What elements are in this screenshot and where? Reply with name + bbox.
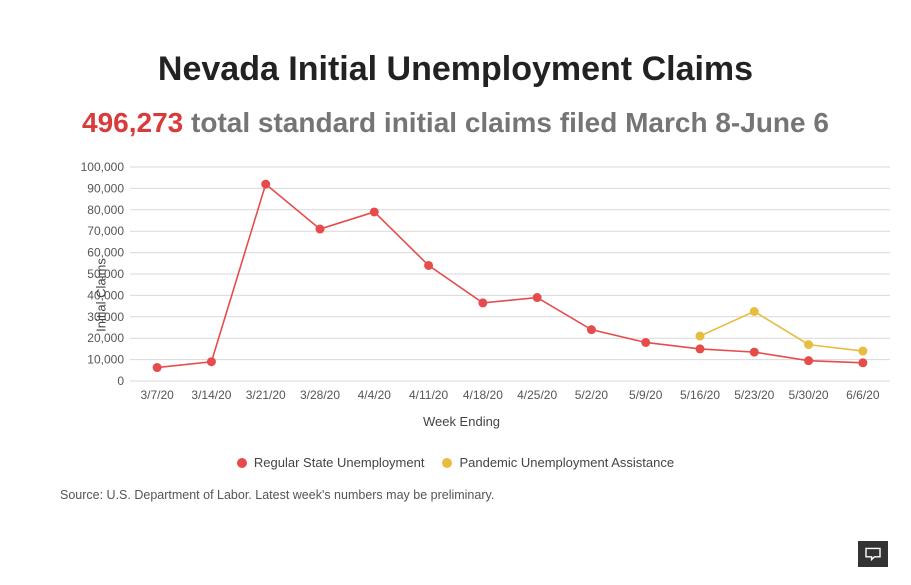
data-point[interactable] — [153, 363, 162, 372]
subtitle-number: 496,273 — [82, 107, 183, 138]
data-point[interactable] — [587, 325, 596, 334]
x-tick-label: 3/21/20 — [246, 388, 286, 402]
y-tick-label: 0 — [117, 374, 124, 388]
data-point[interactable] — [804, 356, 813, 365]
data-point[interactable] — [533, 293, 542, 302]
y-tick-label: 90,000 — [87, 181, 124, 195]
x-tick-label: 4/4/20 — [358, 388, 392, 402]
embed-button[interactable] — [858, 541, 888, 567]
x-tick-label: 5/30/20 — [789, 388, 829, 402]
data-point[interactable] — [696, 344, 705, 353]
y-tick-label: 100,000 — [81, 161, 125, 174]
legend: Regular State Unemployment Pandemic Unem… — [60, 455, 851, 470]
legend-dot-icon — [237, 458, 247, 468]
data-point[interactable] — [858, 358, 867, 367]
x-tick-label: 4/11/20 — [409, 388, 448, 402]
data-point[interactable] — [207, 357, 216, 366]
x-tick-label: 5/23/20 — [734, 388, 774, 402]
data-point[interactable] — [750, 348, 759, 357]
y-tick-label: 20,000 — [87, 331, 124, 345]
legend-label: Pandemic Unemployment Assistance — [459, 455, 674, 470]
line-chart: 010,00020,00030,00040,00050,00060,00070,… — [72, 161, 894, 403]
y-tick-label: 80,000 — [87, 203, 124, 217]
legend-item-regular: Regular State Unemployment — [237, 455, 425, 470]
series-line — [700, 311, 863, 351]
data-point[interactable] — [804, 340, 813, 349]
y-tick-label: 10,000 — [87, 353, 124, 367]
x-tick-label: 3/7/20 — [140, 388, 174, 402]
chart-container: Nevada Initial Unemployment Claims 496,2… — [0, 0, 911, 522]
subtitle-text: total standard initial claims filed Marc… — [183, 107, 829, 138]
series-line — [157, 184, 863, 367]
x-axis-label: Week Ending — [72, 414, 851, 429]
chat-icon — [864, 547, 882, 561]
source-text: Source: U.S. Department of Labor. Latest… — [60, 488, 851, 502]
x-tick-label: 4/18/20 — [463, 388, 503, 402]
data-point[interactable] — [261, 180, 270, 189]
x-tick-label: 4/25/20 — [517, 388, 557, 402]
x-tick-label: 3/14/20 — [191, 388, 231, 402]
y-tick-label: 70,000 — [87, 224, 124, 238]
data-point[interactable] — [424, 261, 433, 270]
subtitle: 496,273 total standard initial claims fi… — [60, 107, 851, 139]
x-tick-label: 5/9/20 — [629, 388, 663, 402]
data-point[interactable] — [316, 225, 325, 234]
data-point[interactable] — [750, 307, 759, 316]
x-tick-label: 6/6/20 — [846, 388, 880, 402]
data-point[interactable] — [370, 207, 379, 216]
y-axis-label: Initial Claims — [93, 258, 108, 332]
legend-item-pua: Pandemic Unemployment Assistance — [442, 455, 674, 470]
data-point[interactable] — [858, 347, 867, 356]
x-tick-label: 5/2/20 — [575, 388, 609, 402]
x-tick-label: 3/28/20 — [300, 388, 340, 402]
chart-area: Initial Claims 010,00020,00030,00040,000… — [72, 161, 851, 429]
data-point[interactable] — [641, 338, 650, 347]
x-tick-label: 5/16/20 — [680, 388, 720, 402]
data-point[interactable] — [478, 298, 487, 307]
page-title: Nevada Initial Unemployment Claims — [60, 50, 851, 89]
legend-label: Regular State Unemployment — [254, 455, 425, 470]
legend-dot-icon — [442, 458, 452, 468]
data-point[interactable] — [696, 332, 705, 341]
